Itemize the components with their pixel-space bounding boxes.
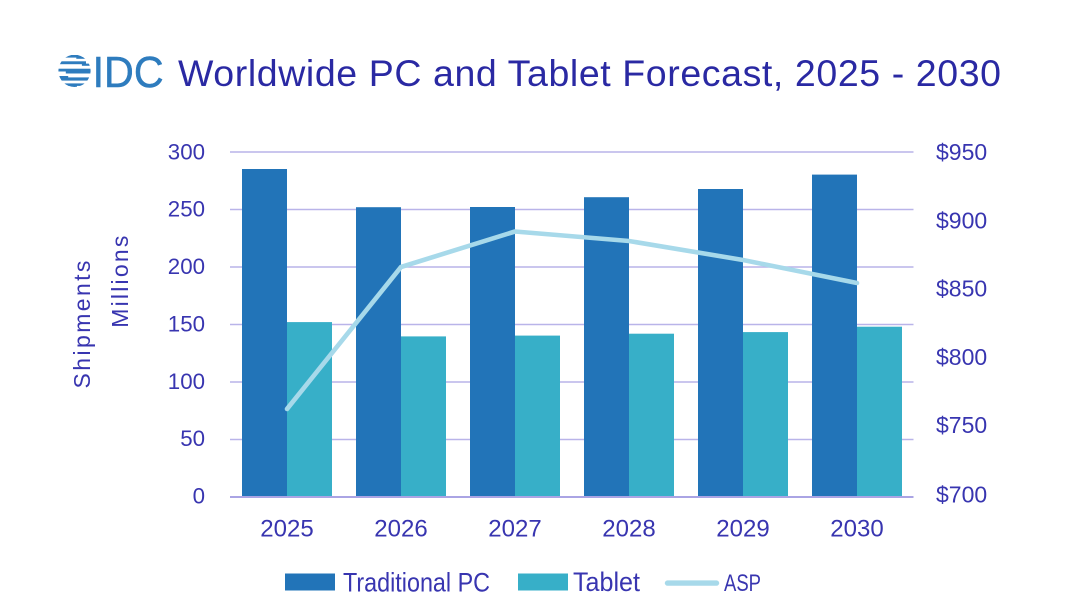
svg-text:150: 150 [168, 312, 205, 337]
svg-text:100: 100 [168, 369, 205, 394]
svg-text:0: 0 [193, 484, 205, 509]
svg-text:2025: 2025 [260, 516, 313, 543]
svg-text:IDC: IDC [93, 48, 164, 97]
svg-text:Tablet: Tablet [573, 567, 640, 597]
svg-text:2027: 2027 [488, 516, 541, 543]
svg-text:ASP: ASP [724, 570, 761, 597]
svg-text:$700: $700 [936, 482, 987, 508]
svg-text:2030: 2030 [830, 516, 883, 543]
svg-text:Shipments: Shipments [69, 258, 95, 388]
svg-text:$850: $850 [936, 276, 987, 302]
svg-text:250: 250 [168, 197, 205, 222]
svg-text:50: 50 [180, 426, 205, 451]
svg-text:300: 300 [168, 140, 205, 165]
svg-text:Traditional PC: Traditional PC [343, 567, 490, 597]
svg-text:$750: $750 [936, 412, 987, 438]
svg-text:200: 200 [168, 254, 205, 279]
svg-text:$950: $950 [936, 139, 987, 165]
svg-text:$800: $800 [936, 344, 987, 370]
svg-text:Worldwide PC and Tablet Foreca: Worldwide PC and Tablet Forecast, 2025 -… [178, 52, 1001, 94]
svg-text:2026: 2026 [374, 516, 427, 543]
svg-text:2029: 2029 [716, 516, 769, 543]
svg-text:Millions: Millions [107, 233, 133, 327]
svg-text:$900: $900 [936, 207, 987, 233]
svg-text:2028: 2028 [602, 516, 655, 543]
